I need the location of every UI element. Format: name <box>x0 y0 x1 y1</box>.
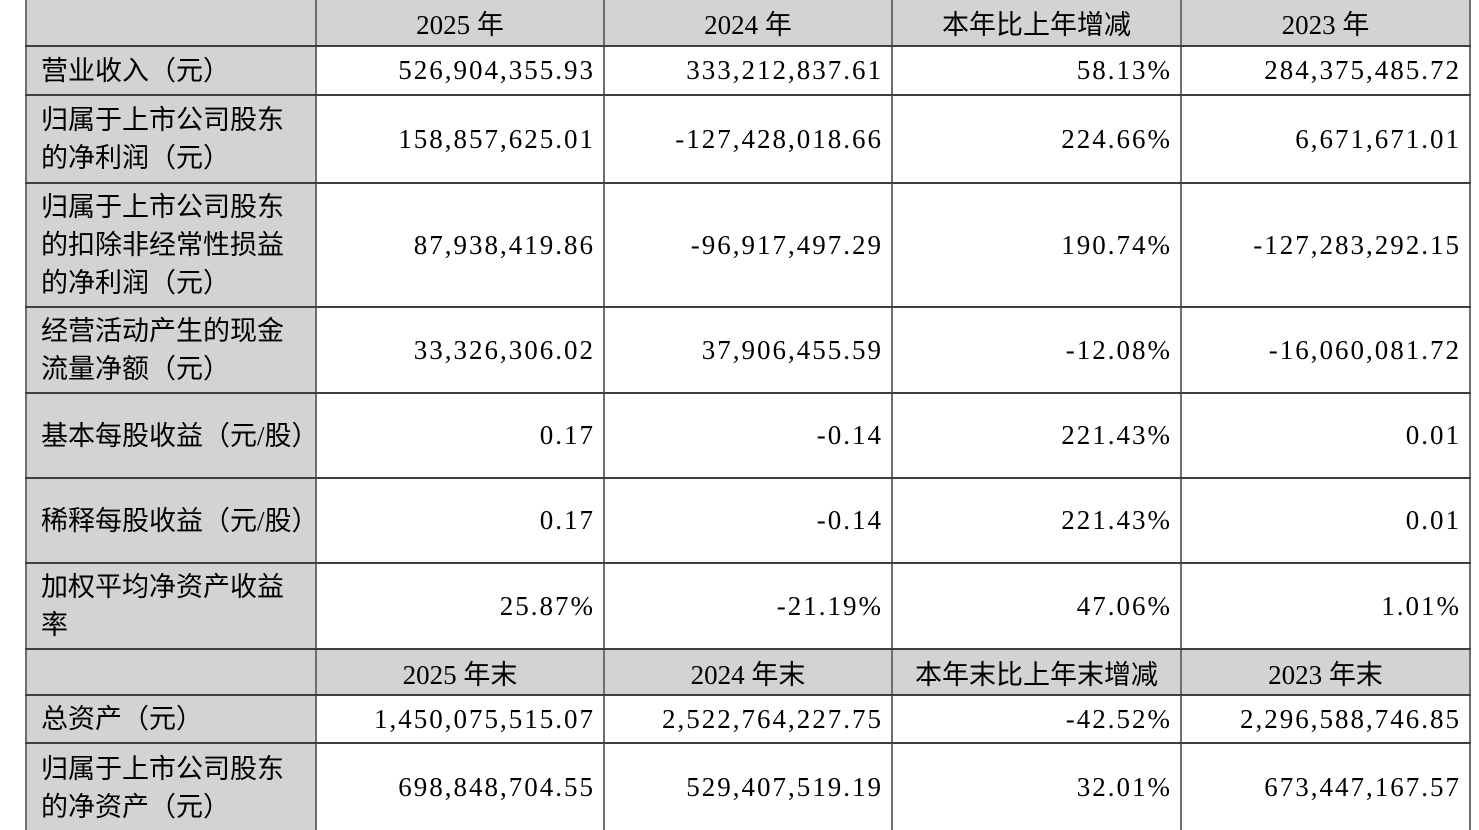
row-diluted-eps: 稀释每股收益（元/股） 0.17 -0.14 221.43% 0.01 <box>25 477 1471 564</box>
total-assets-2025-value: 1,450,075,515.07 <box>315 694 605 744</box>
operating-cash-flow-change-value: -12.08% <box>891 306 1182 394</box>
basic-eps-2023-value: 0.01 <box>1180 392 1471 479</box>
deducted-net-profit-label: 归属于上市公司股东的扣除非经常性损益的净利润（元） <box>25 182 317 308</box>
year-end-header-2025: 2025 年末 <box>315 648 605 696</box>
deducted-net-profit-2023-value: -127,283,292.15 <box>1180 182 1471 308</box>
operating-revenue-label: 营业收入（元） <box>25 45 317 96</box>
operating-cash-flow-2025-value: 33,326,306.02 <box>315 306 605 394</box>
total-assets-2024-value: 2,522,764,227.75 <box>603 694 893 744</box>
net-assets-2023-value: 673,447,167.57 <box>1180 742 1471 830</box>
net-assets-change-value: 32.01% <box>891 742 1182 830</box>
row-net-operating-cash-flow: 经营活动产生的现金流量净额（元） 33,326,306.02 37,906,45… <box>25 306 1471 394</box>
deducted-net-profit-2024-value: -96,917,497.29 <box>603 182 893 308</box>
diluted-eps-2025-value: 0.17 <box>315 477 605 564</box>
net-profit-2024-value: -127,428,018.66 <box>603 94 893 184</box>
basic-eps-label: 基本每股收益（元/股） <box>25 392 317 479</box>
row-net-profit-attributable: 归属于上市公司股东的净利润（元） 158,857,625.01 -127,428… <box>25 94 1471 184</box>
operating-cash-flow-2023-value: -16,060,081.72 <box>1180 306 1471 394</box>
year-end-header-blank-cell <box>25 648 317 696</box>
annual-header-blank-cell <box>25 0 317 47</box>
operating-cash-flow-2024-value: 37,906,455.59 <box>603 306 893 394</box>
weighted-roe-label: 加权平均净资产收益率 <box>25 562 317 650</box>
basic-eps-2025-value: 0.17 <box>315 392 605 479</box>
operating-revenue-2024-value: 333,212,837.61 <box>603 45 893 96</box>
annual-header-2025: 2025 年 <box>315 0 605 47</box>
total-assets-change-value: -42.52% <box>891 694 1182 744</box>
weighted-roe-2024-value: -21.19% <box>603 562 893 650</box>
deducted-net-profit-change-value: 190.74% <box>891 182 1182 308</box>
year-end-header-change: 本年末比上年末增减 <box>891 648 1182 696</box>
operating-revenue-change-value: 58.13% <box>891 45 1182 96</box>
net-assets-label: 归属于上市公司股东的净资产（元） <box>25 742 317 830</box>
year-end-header-2023: 2023 年末 <box>1180 648 1471 696</box>
annual-header-yoy-change: 本年比上年增减 <box>891 0 1182 47</box>
key-financials-table: 2025 年 2024 年 本年比上年增减 2023 年 营业收入（元） 526… <box>25 0 1471 830</box>
total-assets-label: 总资产（元） <box>25 694 317 744</box>
annual-header-2023: 2023 年 <box>1180 0 1471 47</box>
net-assets-2024-value: 529,407,519.19 <box>603 742 893 830</box>
row-basic-eps: 基本每股收益（元/股） 0.17 -0.14 221.43% 0.01 <box>25 392 1471 479</box>
diluted-eps-label: 稀释每股收益（元/股） <box>25 477 317 564</box>
annual-header-2024: 2024 年 <box>603 0 893 47</box>
net-profit-change-value: 224.66% <box>891 94 1182 184</box>
net-profit-2023-value: 6,671,671.01 <box>1180 94 1471 184</box>
basic-eps-2024-value: -0.14 <box>603 392 893 479</box>
table-container: 2025 年 2024 年 本年比上年增减 2023 年 营业收入（元） 526… <box>25 0 1471 830</box>
annual-header-row: 2025 年 2024 年 本年比上年增减 2023 年 <box>25 0 1471 47</box>
year-end-header-2024: 2024 年末 <box>603 648 893 696</box>
row-total-assets: 总资产（元） 1,450,075,515.07 2,522,764,227.75… <box>25 694 1471 744</box>
total-assets-2023-value: 2,296,588,746.85 <box>1180 694 1471 744</box>
operating-revenue-2023-value: 284,375,485.72 <box>1180 45 1471 96</box>
row-net-profit-deducted-non-recurring: 归属于上市公司股东的扣除非经常性损益的净利润（元） 87,938,419.86 … <box>25 182 1471 308</box>
diluted-eps-2024-value: -0.14 <box>603 477 893 564</box>
row-net-assets-attributable: 归属于上市公司股东的净资产（元） 698,848,704.55 529,407,… <box>25 742 1471 830</box>
net-profit-label: 归属于上市公司股东的净利润（元） <box>25 94 317 184</box>
weighted-roe-2023-value: 1.01% <box>1180 562 1471 650</box>
net-assets-2025-value: 698,848,704.55 <box>315 742 605 830</box>
diluted-eps-2023-value: 0.01 <box>1180 477 1471 564</box>
year-end-header-row: 2025 年末 2024 年末 本年末比上年末增减 2023 年末 <box>25 648 1471 696</box>
row-weighted-average-roe: 加权平均净资产收益率 25.87% -21.19% 47.06% 1.01% <box>25 562 1471 650</box>
row-operating-revenue: 营业收入（元） 526,904,355.93 333,212,837.61 58… <box>25 45 1471 96</box>
weighted-roe-change-value: 47.06% <box>891 562 1182 650</box>
net-profit-2025-value: 158,857,625.01 <box>315 94 605 184</box>
weighted-roe-2025-value: 25.87% <box>315 562 605 650</box>
operating-cash-flow-label: 经营活动产生的现金流量净额（元） <box>25 306 317 394</box>
diluted-eps-change-value: 221.43% <box>891 477 1182 564</box>
deducted-net-profit-2025-value: 87,938,419.86 <box>315 182 605 308</box>
basic-eps-change-value: 221.43% <box>891 392 1182 479</box>
operating-revenue-2025-value: 526,904,355.93 <box>315 45 605 96</box>
